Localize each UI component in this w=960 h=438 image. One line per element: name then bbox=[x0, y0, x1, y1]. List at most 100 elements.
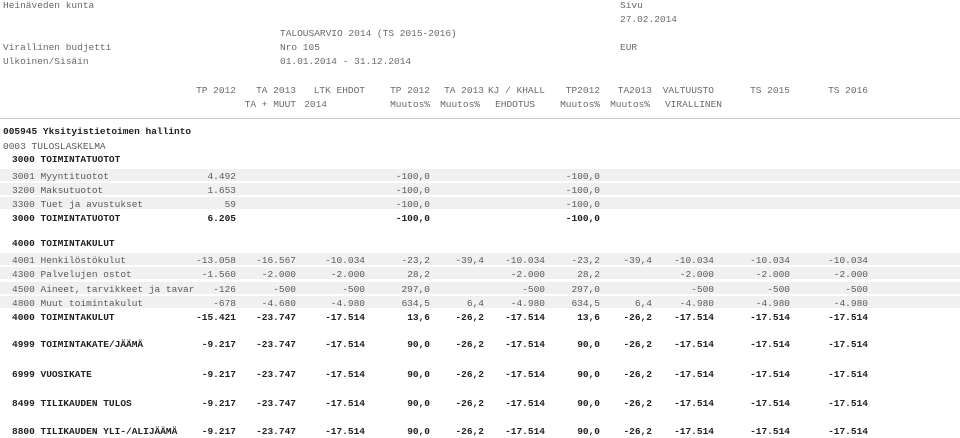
row-cell: -100,0 bbox=[565, 213, 600, 224]
column-header-top: KJ / KHALL bbox=[487, 85, 545, 96]
row-cell: -2.000 bbox=[755, 269, 790, 280]
row-cell: -17.514 bbox=[828, 312, 868, 323]
row-cell: -26,2 bbox=[623, 312, 652, 323]
row-cell: -4.980 bbox=[679, 298, 714, 309]
column-header-bottom: Muutos% bbox=[560, 99, 600, 110]
column-header-bottom: Muutos% bbox=[440, 99, 480, 110]
column-header-top: LTK EHDOT bbox=[313, 85, 365, 96]
row-cell: -26,2 bbox=[623, 339, 652, 350]
row-cell: -10.034 bbox=[325, 255, 365, 266]
column-header-top: TP2012 bbox=[565, 85, 600, 96]
row-cell: -16.567 bbox=[256, 255, 296, 266]
row-label: 4001 Henkilöstökulut bbox=[12, 255, 127, 266]
row-cell: 28,2 bbox=[407, 269, 430, 280]
row-cell: 13,6 bbox=[407, 312, 430, 323]
row-cell: -17.514 bbox=[674, 312, 714, 323]
row-cell: 90,0 bbox=[407, 369, 430, 380]
row-cell: 297,0 bbox=[401, 284, 430, 295]
column-header-bottom: 2014 bbox=[304, 99, 327, 110]
row-cell: -17.514 bbox=[674, 398, 714, 409]
row-cell: -2.000 bbox=[679, 269, 714, 280]
row-cell: -17.514 bbox=[505, 339, 545, 350]
column-header-top: TA 2013 bbox=[444, 85, 484, 96]
total-row: 4999 TOIMINTAKATE/JÄÄMÄ -9.217 -23.747 -17.… bbox=[0, 339, 960, 351]
row-cell: 90,0 bbox=[407, 398, 430, 409]
row-cell: 1.653 bbox=[207, 185, 236, 196]
column-header-bottom: TA + MUUT bbox=[244, 99, 296, 110]
table-row: 4001 Henkilöstökulut -13.058 -16.567 -10.03… bbox=[0, 255, 960, 267]
column-header-bottom: VIRALLINEN bbox=[664, 99, 722, 110]
column-header-top: TP 2012 bbox=[390, 85, 430, 96]
column-header-top: TP 2012 bbox=[196, 85, 236, 96]
row-cell: 90,0 bbox=[407, 339, 430, 350]
row-cell: -23.747 bbox=[256, 426, 296, 437]
row-cell: -23,2 bbox=[401, 255, 430, 266]
row-cell: -17.514 bbox=[828, 398, 868, 409]
table-row: 4300 Palvelujen ostot -1.560 -2.000 -2.000 2… bbox=[0, 269, 960, 281]
row-cell: -17.514 bbox=[674, 339, 714, 350]
column-header-top: TA 2013 bbox=[256, 85, 296, 96]
row-cell: -100,0 bbox=[565, 171, 600, 182]
row-cell: -17.514 bbox=[828, 369, 868, 380]
row-cell: -10.034 bbox=[505, 255, 545, 266]
row-label: 4000 TOIMINTAKULUT bbox=[12, 238, 115, 249]
row-cell: -26,2 bbox=[455, 312, 484, 323]
row-cell: 6.205 bbox=[207, 213, 236, 224]
row-cell: -23.747 bbox=[256, 339, 296, 350]
row-cell: -4.980 bbox=[330, 298, 365, 309]
row-cell: 59 bbox=[224, 199, 236, 210]
row-label: 3000 TOIMINTATUOTOT bbox=[12, 213, 121, 224]
report-title: TALOUSARVIO 2014 (TS 2015-2016) bbox=[280, 28, 457, 39]
row-label: 4800 Muut toimintakulut bbox=[12, 298, 144, 309]
row-cell: -17.514 bbox=[674, 426, 714, 437]
row-cell: -10.034 bbox=[750, 255, 790, 266]
table-row: 3001 Myyntituotot 4.492 -100,0 -100,0 bbox=[0, 171, 960, 183]
row-cell: -17.514 bbox=[325, 398, 365, 409]
row-cell: -2.000 bbox=[261, 269, 296, 280]
section-heading-row: 4000 TOIMINTAKULUT bbox=[0, 238, 960, 250]
row-cell: -17.514 bbox=[750, 339, 790, 350]
row-label: 4300 Palvelujen ostot bbox=[12, 269, 132, 280]
row-cell: -9.217 bbox=[201, 398, 236, 409]
row-cell: -17.514 bbox=[505, 312, 545, 323]
row-label: 4000 TOIMINTAKULUT bbox=[12, 312, 115, 323]
row-cell: -9.217 bbox=[201, 369, 236, 380]
row-cell: -126 bbox=[213, 284, 236, 295]
row-cell: -2.000 bbox=[330, 269, 365, 280]
row-cell: -500 bbox=[691, 284, 714, 295]
header-divider bbox=[0, 118, 960, 119]
row-band bbox=[0, 253, 960, 265]
total-row: 3000 TOIMINTATUOTOT 6.205 -100,0 -100,0 bbox=[0, 213, 960, 225]
row-cell: -17.514 bbox=[505, 426, 545, 437]
budget-label: Virallinen budjetti bbox=[3, 42, 112, 53]
row-cell: -17.514 bbox=[828, 339, 868, 350]
row-cell: -26,2 bbox=[623, 426, 652, 437]
row-cell: -500 bbox=[522, 284, 545, 295]
row-cell: 28,2 bbox=[577, 269, 600, 280]
row-band bbox=[0, 197, 960, 209]
row-band bbox=[0, 169, 960, 181]
row-cell: 90,0 bbox=[577, 369, 600, 380]
account-title: 0003 TULOSLASKELMA bbox=[3, 141, 106, 152]
row-cell: -17.514 bbox=[828, 426, 868, 437]
scope-label: Ulkoinen/Sisäin bbox=[3, 56, 89, 67]
row-cell: 634,5 bbox=[571, 298, 600, 309]
table-row: 4800 Muut toimintakulut -678 -4.680 -4.980 6… bbox=[0, 298, 960, 310]
row-band bbox=[0, 296, 960, 308]
row-band bbox=[0, 183, 960, 195]
row-cell: -17.514 bbox=[505, 369, 545, 380]
table-row: 3300 Tuet ja avustukset 59 -100,0 -100,0 bbox=[0, 199, 960, 211]
row-cell: -1.560 bbox=[201, 269, 236, 280]
row-cell: -9.217 bbox=[201, 426, 236, 437]
row-cell: -23.747 bbox=[256, 369, 296, 380]
row-cell: 634,5 bbox=[401, 298, 430, 309]
row-cell: -4.980 bbox=[833, 298, 868, 309]
row-cell: 90,0 bbox=[577, 339, 600, 350]
total-row: 8800 TILIKAUDEN YLI-/ALIJÄÄMÄ -9.217 -23.7… bbox=[0, 426, 960, 438]
row-cell: -500 bbox=[342, 284, 365, 295]
row-cell: -17.514 bbox=[325, 312, 365, 323]
row-label: 8499 TILIKAUDEN TULOS bbox=[12, 398, 132, 409]
row-cell: -4.980 bbox=[755, 298, 790, 309]
row-label: 3001 Myyntituotot bbox=[12, 171, 109, 182]
row-cell: -17.514 bbox=[674, 369, 714, 380]
